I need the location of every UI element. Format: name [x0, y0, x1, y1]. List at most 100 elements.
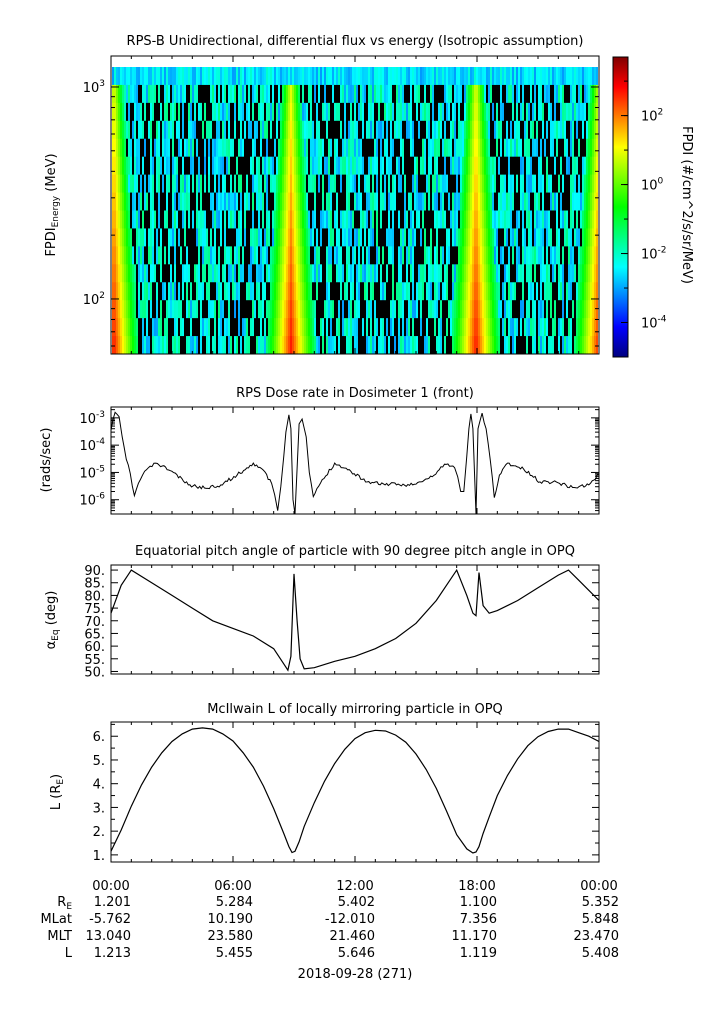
- spectrogram-cell: [488, 120, 490, 140]
- spectrogram-cell: [232, 228, 234, 247]
- spectrogram-cell: [210, 102, 212, 122]
- spectrogram-cell: [582, 120, 584, 140]
- spectrogram-cell: [368, 192, 370, 211]
- spectrogram-cell: [312, 300, 314, 319]
- spectrogram-cell: [566, 282, 568, 301]
- spectrogram-cell: [310, 84, 312, 104]
- spectrogram-cell: [206, 228, 208, 247]
- spectrogram-cell: [416, 174, 418, 194]
- spectrogram-cell: [362, 210, 364, 229]
- spectrogram-cell: [364, 336, 366, 355]
- spectrogram-cell: [396, 282, 398, 301]
- spectrogram-cell: [190, 282, 192, 301]
- spectrogram-cell: [416, 246, 418, 265]
- spectrogram-cell: [168, 318, 170, 337]
- spectrogram-cell: [544, 318, 546, 337]
- spectrogram-cell: [402, 228, 404, 247]
- spectrogram-cell: [438, 300, 440, 319]
- spectrogram-cell: [548, 156, 550, 176]
- spectrogram-cell: [304, 84, 306, 104]
- spectrogram-cell: [178, 84, 180, 104]
- spectrogram-cell: [330, 282, 332, 301]
- spectrogram-cell: [250, 282, 252, 301]
- spectrogram-cell: [210, 282, 212, 301]
- ephemeris-value: 5.352: [582, 895, 619, 910]
- spectrogram-cell: [406, 300, 408, 319]
- spectrogram-cell: [412, 192, 414, 211]
- spectrogram-cell: [390, 336, 392, 355]
- spectrogram-cell: [472, 318, 474, 337]
- spectrogram-cell: [462, 138, 464, 158]
- spectrogram-cell: [228, 336, 230, 355]
- spectrogram-cell: [468, 138, 470, 158]
- spectrogram-cell: [264, 192, 266, 211]
- spectrogram-cell: [172, 264, 174, 283]
- spectrogram-cell: [502, 336, 504, 355]
- spectrogram-cell: [456, 102, 458, 122]
- spectrogram-cell: [526, 336, 528, 355]
- spectrogram-cell: [296, 138, 298, 158]
- spectrogram-cell: [114, 336, 116, 355]
- spectrogram-cell: [218, 102, 220, 122]
- spectrogram-cell: [350, 336, 352, 355]
- spectrogram-cell: [554, 336, 556, 355]
- spectrogram-cell: [226, 246, 228, 265]
- spectrogram-cell: [244, 84, 246, 104]
- spectrogram-cell: [292, 318, 294, 337]
- spectrogram-cell: [466, 228, 468, 247]
- spectrogram-cell: [292, 120, 294, 140]
- spectrogram-cell: [244, 210, 246, 229]
- spectrogram-cell: [122, 138, 124, 158]
- spectrogram-cell: [294, 174, 296, 194]
- spectrogram-cell: [402, 264, 404, 283]
- dose-rate-y-tick-label-base: 10: [79, 494, 96, 509]
- spectrogram-cell: [516, 336, 518, 355]
- spectrogram-cell: [506, 210, 508, 229]
- spectrogram-cell: [250, 300, 252, 319]
- spectrogram-cell: [482, 300, 484, 319]
- spectrogram-cell: [394, 282, 396, 301]
- spectrogram-cell: [558, 228, 560, 247]
- colorbar-tick-label-base: 10: [641, 317, 658, 332]
- spectrogram-cell: [138, 318, 140, 337]
- spectrogram-cell: [506, 336, 508, 355]
- spectrogram-cell: [164, 156, 166, 176]
- spectrogram-cell: [386, 228, 388, 247]
- spectrogram-cell: [442, 246, 444, 265]
- spectrogram-cell: [478, 138, 480, 158]
- spectrogram-cell: [270, 210, 272, 229]
- spectrogram-cell: [424, 192, 426, 211]
- spectrogram-cell: [162, 192, 164, 211]
- spectrogram-cell: [568, 174, 570, 194]
- spectrogram-cell: [122, 174, 124, 194]
- spectrogram-cell: [270, 264, 272, 283]
- spectrogram-cell: [396, 192, 398, 211]
- spectrogram-cell: [316, 174, 318, 194]
- spectrogram-cell: [186, 264, 188, 283]
- spectrogram-cell: [486, 318, 488, 337]
- spectrogram-cell: [448, 138, 450, 158]
- spectrogram-cell: [426, 84, 428, 104]
- spectrogram-cell: [300, 264, 302, 283]
- spectrogram-cell: [210, 174, 212, 194]
- spectrogram-cell: [216, 282, 218, 301]
- spectrogram-cell: [430, 120, 432, 140]
- spectrogram-cell: [210, 138, 212, 158]
- spectrogram-cell: [296, 336, 298, 355]
- spectrogram-cell: [418, 318, 420, 337]
- spectrogram-cell: [240, 174, 242, 194]
- spectrogram-cell: [370, 84, 372, 104]
- spectrogram-cell: [156, 246, 158, 265]
- spectrogram-cell: [594, 318, 596, 337]
- spectrogram-cell: [220, 228, 222, 247]
- spectrogram-cell: [586, 174, 588, 194]
- spectrogram-cell: [232, 300, 234, 319]
- spectrogram-cell: [514, 120, 516, 140]
- pitch-angle-y-tick-label: 75.: [84, 602, 105, 617]
- spectrogram-top-band: [484, 67, 486, 85]
- spectrogram-cell: [570, 84, 572, 104]
- spectrogram-cell: [496, 282, 498, 301]
- spectrogram-cell: [208, 84, 210, 104]
- spectrogram-cell: [546, 210, 548, 229]
- spectrogram-cell: [148, 264, 150, 283]
